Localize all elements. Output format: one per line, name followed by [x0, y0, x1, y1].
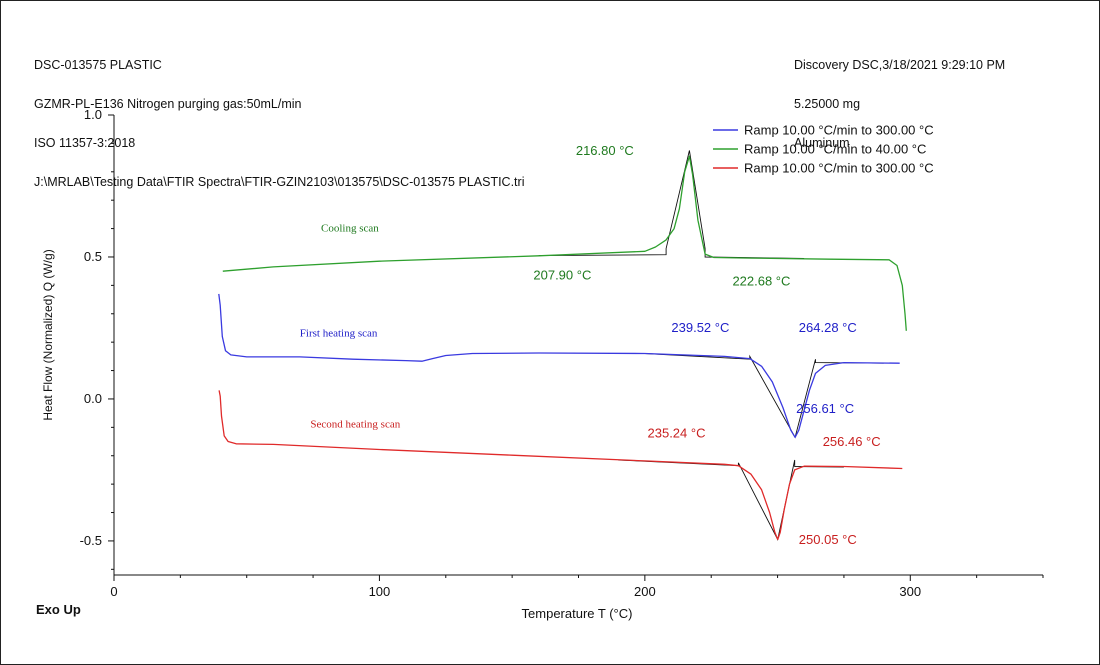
peak-temperature-label: 207.90 °C — [533, 268, 591, 283]
legend-label-second-heating: Ramp 10.00 °C/min to 300.00 °C — [744, 161, 934, 176]
cooling-curve — [222, 155, 907, 331]
peak-temperature-label: 256.46 °C — [823, 434, 881, 449]
legend-label-cooling: Ramp 10.00 °C/min to 40.00 °C — [744, 142, 926, 157]
exo-up-label: Exo Up — [36, 602, 81, 617]
tangent-baseline — [538, 150, 805, 259]
y-tick-label: 0.5 — [84, 249, 102, 264]
sample-mass: 5.25000 mg — [794, 97, 861, 111]
y-tick-label: 1.0 — [84, 107, 102, 122]
pan-type: Aluminum — [794, 136, 850, 150]
scan-label: Cooling scan — [321, 222, 379, 234]
peak-annotations: 216.80 °C 207.90 °C 222.68 °C Cooling scan 2… — [300, 143, 881, 547]
y-tick-label: 0.0 — [84, 391, 102, 406]
header-left-info: DSC-013575 PLASTIC GZMR-PL-E136 Nitrogen… — [34, 33, 524, 202]
second-heating-curve — [218, 390, 903, 541]
y-axis-title: Heat Flow (Normalized) Q (W/g) — [41, 249, 55, 420]
peak-temperature-label: 222.68 °C — [732, 273, 790, 288]
axis-ticks: 0 100 200 300 1.0 0.5 0.0 -0.5 — [80, 107, 1044, 599]
standard-reference: ISO 11357-3:2018 — [34, 136, 136, 150]
scan-label: First heating scan — [300, 327, 378, 339]
x-tick-label: 0 — [110, 584, 117, 599]
legend-label-first-heating: Ramp 10.00 °C/min to 300.00 °C — [744, 123, 934, 138]
tangent-baselines — [538, 150, 884, 541]
x-tick-label: 200 — [634, 584, 656, 599]
x-axis-title: Temperature T (°C) — [522, 606, 633, 621]
plot-area — [113, 115, 1043, 576]
peak-temperature-label: 256.61 °C — [796, 401, 854, 416]
peak-temperature-label: 239.52 °C — [671, 320, 729, 335]
peak-temperature-label: 264.28 °C — [799, 320, 857, 335]
tangent-baseline — [618, 459, 844, 541]
peak-temperature-label: 250.05 °C — [799, 532, 857, 547]
data-series — [218, 155, 907, 541]
header-right-info: Discovery DSC,3/18/2021 9:29:10 PM 5.250… — [794, 33, 1005, 163]
legend: Ramp 10.00 °C/min to 300.00 °C Ramp 10.00… — [713, 123, 934, 176]
peak-temperature-label: 235.24 °C — [648, 425, 706, 440]
peak-temperature-label: 216.80 °C — [576, 143, 634, 158]
x-tick-label: 100 — [369, 584, 391, 599]
scan-label: Second heating scan — [310, 418, 400, 430]
sample-name: DSC-013575 PLASTIC — [34, 58, 162, 72]
x-tick-label: 300 — [899, 584, 921, 599]
first-heating-curve — [218, 293, 900, 438]
method-description: GZMR-PL-E136 Nitrogen purging gas:50mL/m… — [34, 97, 302, 111]
y-tick-label: -0.5 — [80, 533, 102, 548]
instrument-datetime: Discovery DSC,3/18/2021 9:29:10 PM — [794, 58, 1006, 72]
file-path: J:\MRLAB\Testing Data\FTIR Spectra\FTIR-… — [34, 175, 525, 189]
